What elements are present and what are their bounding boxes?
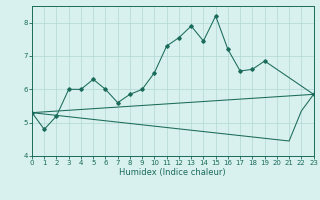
X-axis label: Humidex (Indice chaleur): Humidex (Indice chaleur) xyxy=(119,168,226,177)
